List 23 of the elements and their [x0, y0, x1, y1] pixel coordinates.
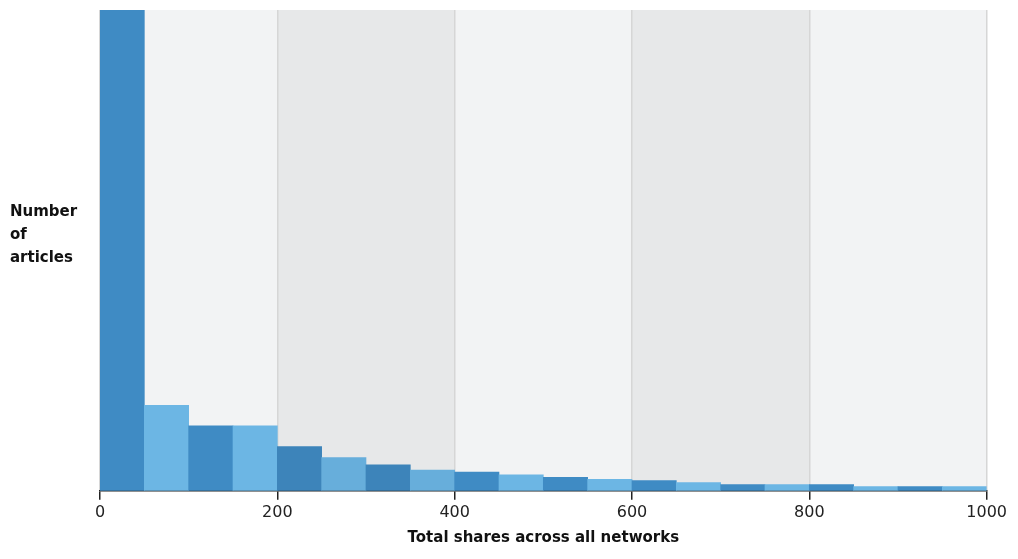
bar — [498, 474, 544, 491]
bar — [675, 482, 721, 491]
bar — [188, 425, 234, 491]
bar — [144, 404, 189, 491]
x-tick-label: 200 — [262, 501, 293, 521]
bar — [720, 484, 766, 491]
x-tick-label: 400 — [439, 501, 470, 521]
bar — [365, 464, 411, 491]
y-axis-title: Number of articles — [10, 202, 78, 267]
x-tick-label: 0 — [94, 501, 106, 521]
x-axis-title: Total shares across all networks — [407, 527, 680, 546]
bar — [808, 484, 854, 491]
bar — [454, 471, 500, 491]
bar — [409, 469, 455, 491]
x-tick-label: 1000 — [966, 501, 1007, 521]
bar — [321, 457, 367, 491]
bar — [232, 425, 278, 491]
bar — [277, 446, 322, 491]
x-tick-label: 800 — [794, 501, 825, 521]
bar — [587, 478, 633, 491]
bar — [631, 480, 677, 491]
x-tick-label: 600 — [616, 501, 648, 521]
bar — [542, 477, 588, 491]
